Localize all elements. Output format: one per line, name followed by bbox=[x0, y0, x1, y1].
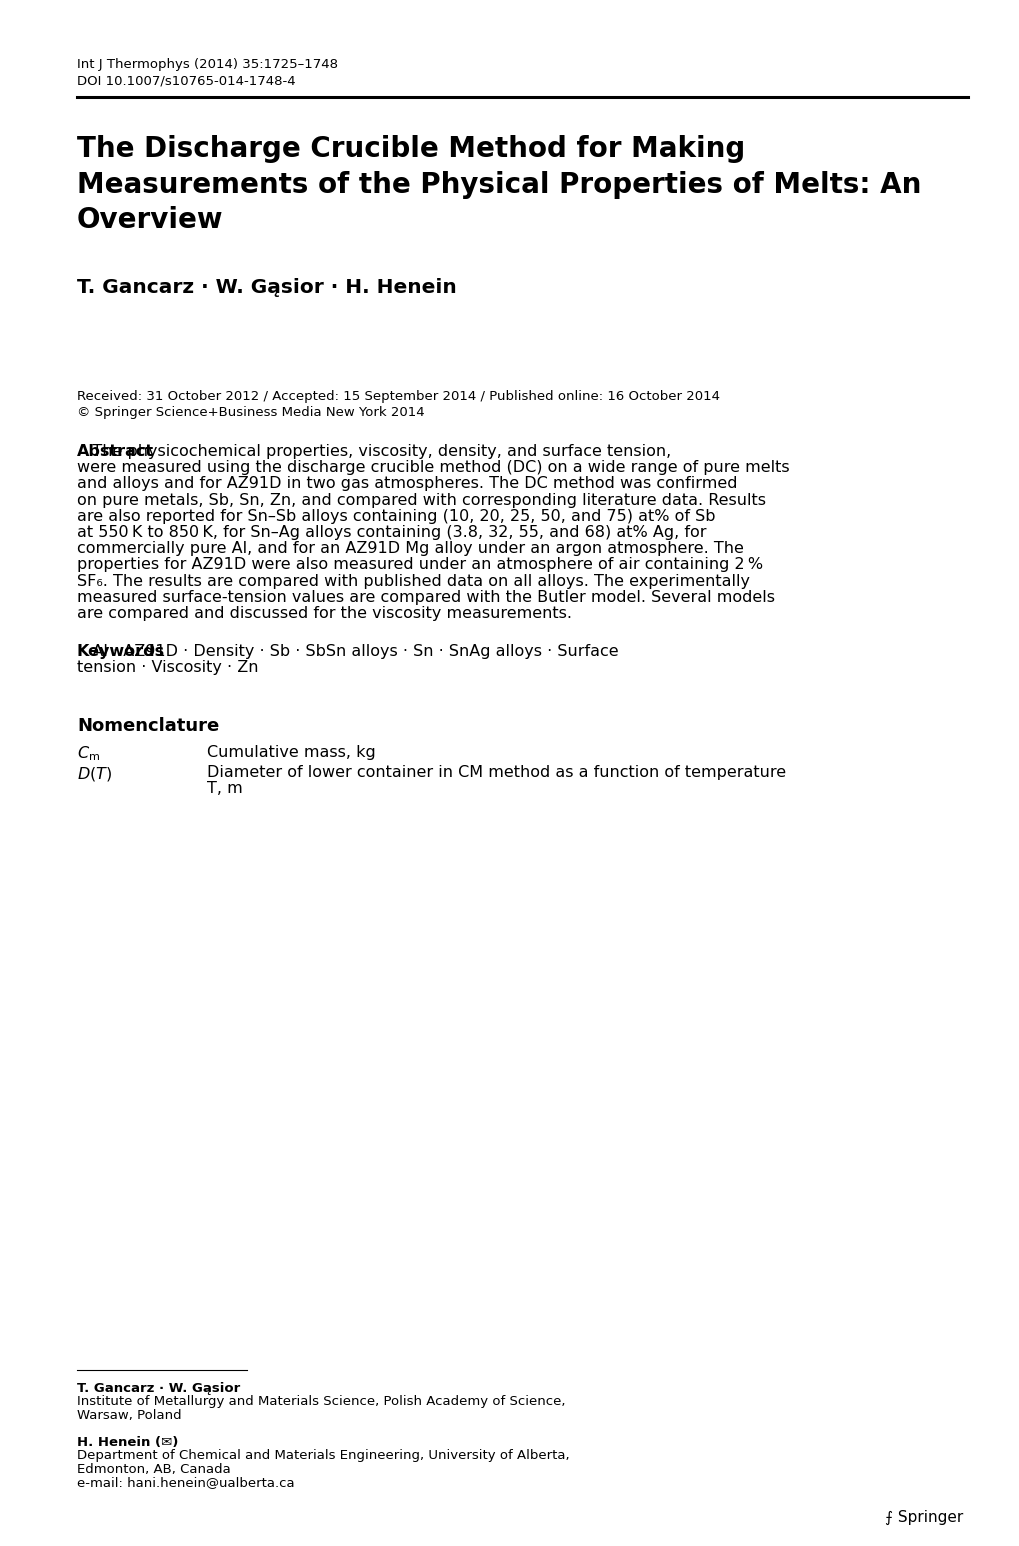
Text: Keywords: Keywords bbox=[76, 645, 165, 659]
Text: properties for AZ91D were also measured under an atmosphere of air containing 2 : properties for AZ91D were also measured … bbox=[76, 558, 762, 572]
Text: The Discharge Crucible Method for Making
Measurements of the Physical Properties: The Discharge Crucible Method for Making… bbox=[76, 135, 920, 235]
Text: e-mail: hani.henein@ualberta.ca: e-mail: hani.henein@ualberta.ca bbox=[76, 1476, 294, 1489]
Text: commercially pure Al, and for an AZ91D Mg alloy under an argon atmosphere. The: commercially pure Al, and for an AZ91D M… bbox=[76, 541, 743, 557]
Text: are also reported for Sn–Sb alloys containing (10, 20, 25, 50, and 75) at% of Sb: are also reported for Sn–Sb alloys conta… bbox=[76, 509, 714, 524]
Text: T. Gancarz · W. Gąsior: T. Gancarz · W. Gąsior bbox=[76, 1382, 240, 1394]
Text: Diameter of lower container in CM method as a function of temperature: Diameter of lower container in CM method… bbox=[207, 765, 786, 779]
Text: at 550 K to 850 K, for Sn–Ag alloys containing (3.8, 32, 55, and 68) at% Ag, for: at 550 K to 850 K, for Sn–Ag alloys cont… bbox=[76, 526, 706, 540]
Text: Nomenclature: Nomenclature bbox=[76, 717, 219, 734]
Text: $D(T)$: $D(T)$ bbox=[76, 765, 112, 782]
Text: © Springer Science+Business Media New York 2014: © Springer Science+Business Media New Yo… bbox=[76, 407, 424, 419]
Text: DOI 10.1007/s10765-014-1748-4: DOI 10.1007/s10765-014-1748-4 bbox=[76, 74, 296, 87]
Text: on pure metals, Sb, Sn, Zn, and compared with corresponding literature data. Res: on pure metals, Sb, Sn, Zn, and compared… bbox=[76, 493, 765, 507]
Text: tension · Viscosity · Zn: tension · Viscosity · Zn bbox=[76, 660, 258, 676]
Text: T. Gancarz · W. Gąsior · H. Henein: T. Gancarz · W. Gąsior · H. Henein bbox=[76, 278, 457, 297]
Text: ⨍ Springer: ⨍ Springer bbox=[883, 1510, 962, 1524]
Text: H. Henein (✉): H. Henein (✉) bbox=[76, 1436, 178, 1449]
Text: Edmonton, AB, Canada: Edmonton, AB, Canada bbox=[76, 1463, 230, 1476]
Text: Warsaw, Poland: Warsaw, Poland bbox=[76, 1408, 181, 1422]
Text: and alloys and for AZ91D in two gas atmospheres. The DC method was confirmed: and alloys and for AZ91D in two gas atmo… bbox=[76, 476, 737, 492]
Text: Abstract: Abstract bbox=[76, 444, 154, 459]
Text: Institute of Metallurgy and Materials Science, Polish Academy of Science,: Institute of Metallurgy and Materials Sc… bbox=[76, 1396, 565, 1408]
Text: Cumulative mass, kg: Cumulative mass, kg bbox=[207, 745, 375, 759]
Text: $C_{\mathrm{m}}$: $C_{\mathrm{m}}$ bbox=[76, 745, 100, 764]
Text: Department of Chemical and Materials Engineering, University of Alberta,: Department of Chemical and Materials Eng… bbox=[76, 1450, 569, 1463]
Text: SF₆. The results are compared with published data on all alloys. The experimenta: SF₆. The results are compared with publi… bbox=[76, 574, 749, 589]
Text: Received: 31 October 2012 / Accepted: 15 September 2014 / Published online: 16 O: Received: 31 October 2012 / Accepted: 15… bbox=[76, 390, 719, 404]
Text: T, m: T, m bbox=[207, 781, 243, 796]
Text: were measured using the discharge crucible method (DC) on a wide range of pure m: were measured using the discharge crucib… bbox=[76, 461, 789, 475]
Text: measured surface-tension values are compared with the Butler model. Several mode: measured surface-tension values are comp… bbox=[76, 591, 774, 604]
Text: Int J Thermophys (2014) 35:1725–1748: Int J Thermophys (2014) 35:1725–1748 bbox=[76, 59, 337, 71]
Text: are compared and discussed for the viscosity measurements.: are compared and discussed for the visco… bbox=[76, 606, 572, 621]
Text: The physicochemical properties, viscosity, density, and surface tension,: The physicochemical properties, viscosit… bbox=[76, 444, 671, 459]
Text: Al · AZ91D · Density · Sb · SbSn alloys · Sn · SnAg alloys · Surface: Al · AZ91D · Density · Sb · SbSn alloys … bbox=[76, 645, 618, 659]
